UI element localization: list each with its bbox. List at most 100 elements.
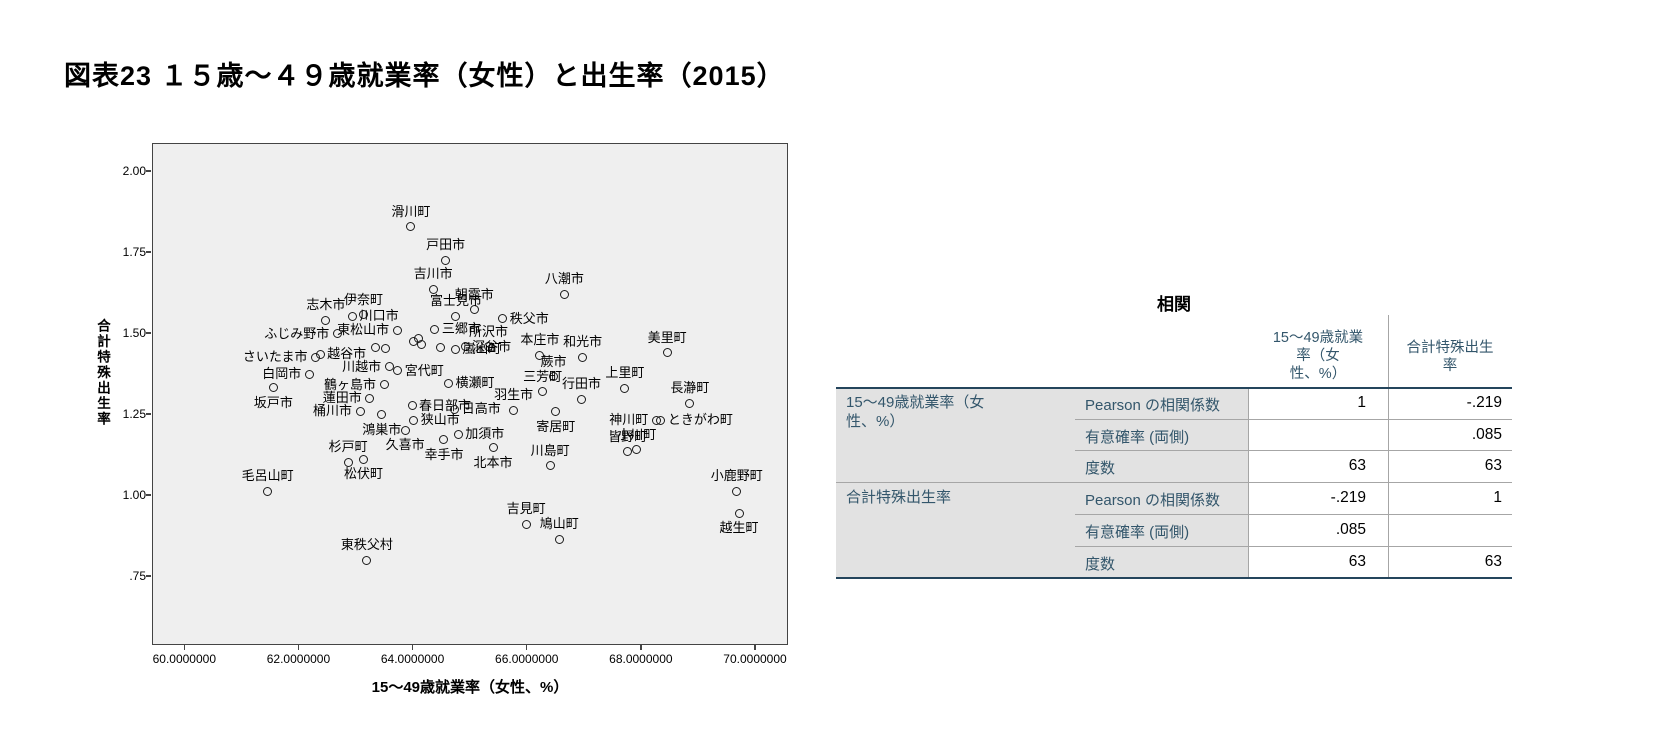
scatter-point <box>450 344 460 354</box>
scatter-point-label: 鴻巣市 <box>362 421 402 437</box>
scatter-point-label: 羽生市 <box>494 387 534 403</box>
scatter-point-label: 長瀞町 <box>670 380 710 396</box>
y-axis-label: 合計特殊出生率 <box>95 318 110 428</box>
scatter-point <box>439 435 449 445</box>
scatter-point-label: 日高市 <box>461 401 501 417</box>
y-axis-tick-mark <box>146 170 151 172</box>
x-axis-tick-label: 68.0000000 <box>609 652 673 666</box>
table-row-separator <box>1075 450 1512 452</box>
table-row-separator <box>1075 418 1512 420</box>
scatter-point <box>358 310 368 320</box>
scatter-plot-area <box>152 143 788 645</box>
scatter-point <box>732 486 742 496</box>
scatter-point <box>409 415 419 425</box>
table-value: .085 <box>1335 520 1366 538</box>
scatter-point-label: 伊奈町 <box>343 291 383 307</box>
scatter-point <box>460 342 470 352</box>
scatter-point <box>393 366 403 376</box>
scatter-point <box>407 401 417 411</box>
scatter-point-label: 桶川市 <box>313 403 353 419</box>
scatter-point-label: 久喜市 <box>385 437 425 453</box>
scatter-point <box>268 383 278 393</box>
scatter-point <box>263 486 273 496</box>
table-value: 63 <box>1348 552 1366 570</box>
scatter-point <box>384 362 394 372</box>
table-value: .085 <box>1471 425 1502 443</box>
x-axis-tick-label: 60.0000000 <box>152 652 216 666</box>
scatter-point <box>578 352 588 362</box>
scatter-point-label: 越生町 <box>719 520 759 536</box>
y-axis-tick-label: 2.00 <box>122 164 146 178</box>
scatter-point-label: さいたま市 <box>242 349 308 365</box>
scatter-point-label: 宮代町 <box>404 362 444 378</box>
scatter-point <box>315 349 325 359</box>
scatter-point-label: 滑川町 <box>391 203 431 219</box>
scatter-point-label: 杉戸町 <box>328 439 368 455</box>
scatter-point-label: 鳩山町 <box>539 516 579 532</box>
x-axis-tick-mark <box>525 645 528 650</box>
x-axis-tick-mark <box>754 645 756 650</box>
correlation-table-title: 相関 <box>1157 295 1191 314</box>
y-axis-tick-label: .75 <box>129 569 146 583</box>
scatter-point <box>620 383 630 393</box>
x-axis-tick-mark <box>297 645 300 650</box>
scatter-point <box>685 398 695 408</box>
scatter-point-label: 富士見市 <box>429 293 482 309</box>
scatter-point <box>406 222 416 232</box>
scatter-point <box>365 393 375 403</box>
table-value: 63 <box>1484 457 1502 475</box>
table-row-group-label: 合計特殊出生率 <box>846 489 952 507</box>
table-column-header: 15～49歳就業 率（女 性、%） <box>1272 330 1364 382</box>
scatter-point-label: 神川町 <box>609 412 649 428</box>
table-column-header: 合計特殊出生 率 <box>1406 340 1494 374</box>
y-axis-tick-label: 1.00 <box>122 488 146 502</box>
scatter-point-label: 東松山市 <box>337 322 390 338</box>
scatter-point-label: 秩父市 <box>509 310 549 326</box>
scatter-point <box>379 380 389 390</box>
scatter-point <box>559 289 569 299</box>
table-value: -.219 <box>1466 394 1502 411</box>
y-axis-tick-mark <box>146 494 151 496</box>
table-row-group-label: 15～49歳就業率（女 性、%） <box>846 394 985 430</box>
scatter-point-label: 狭山市 <box>420 412 460 428</box>
scatter-point-label: 川越市 <box>342 358 382 374</box>
table-value: -.219 <box>1330 489 1366 507</box>
scatter-point-label: 小川町 <box>617 426 657 442</box>
y-axis-tick-label: 1.25 <box>122 407 146 421</box>
scatter-point <box>554 534 564 544</box>
scatter-point <box>469 305 479 315</box>
x-axis-tick-label: 66.0000000 <box>495 652 559 666</box>
scatter-point-label: 上里町 <box>605 365 645 381</box>
table-header-rule <box>836 387 1512 389</box>
scatter-point-label: 行田市 <box>561 376 602 392</box>
scatter-point-label: ときがわ町 <box>667 412 733 428</box>
scatter-point <box>453 429 463 439</box>
scatter-point <box>400 425 410 435</box>
y-axis-tick-mark <box>146 251 151 253</box>
table-stat-label: 度数 <box>1085 555 1116 573</box>
table-bottom-rule <box>836 577 1512 580</box>
scatter-point <box>535 350 545 360</box>
table-group-separator <box>836 482 1512 484</box>
scatter-point-label: 八潮市 <box>544 271 584 287</box>
table-value: 63 <box>1348 457 1366 475</box>
scatter-point-label: 本庄市 <box>520 332 560 348</box>
scatter-point <box>392 325 402 335</box>
scatter-point <box>509 405 519 415</box>
scatter-point-label: 志木市 <box>306 297 346 313</box>
scatter-point <box>623 447 633 457</box>
scatter-point <box>436 343 446 353</box>
table-stat-label: 有意確率 (両側) <box>1085 428 1190 446</box>
table-value: 1 <box>1493 489 1502 507</box>
scatter-point-label: ふじみ野市 <box>264 325 330 341</box>
scatter-point-label: 吉見町 <box>506 501 546 517</box>
x-axis-tick-mark <box>640 645 642 650</box>
scatter-point <box>362 555 372 565</box>
scatter-point <box>632 445 642 455</box>
scatter-point <box>549 372 559 382</box>
scatter-point-label: 毛呂山町 <box>241 468 294 484</box>
table-value: 63 <box>1484 552 1502 570</box>
y-axis-tick-mark <box>146 575 151 577</box>
scatter-point <box>355 406 365 416</box>
